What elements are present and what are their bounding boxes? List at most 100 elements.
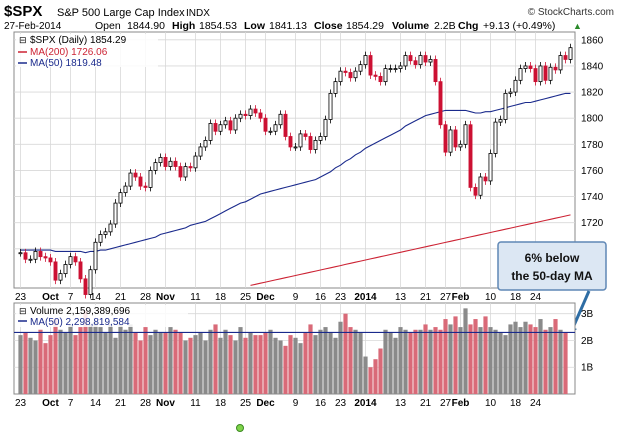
status-dot-icon xyxy=(236,424,244,432)
candle-body xyxy=(243,113,248,116)
price-panel xyxy=(13,31,576,289)
ma50-line xyxy=(20,92,571,254)
volume-x-tick-label: 21 xyxy=(115,398,127,409)
volume-bar xyxy=(243,337,248,394)
volume-x-tick-label: 10 xyxy=(485,398,497,409)
change-value: +9.13 (+0.49%) xyxy=(483,20,555,32)
volume-bar xyxy=(38,329,43,394)
volume-bar xyxy=(98,327,103,394)
volume-x-tick-label: 24 xyxy=(530,398,542,409)
price-x-axis: 23 Oct 7 14 21 28 Nov 11 18 25 Dec 9 16 23 2014 13 21 27 F… xyxy=(15,292,542,303)
candle-body xyxy=(533,68,538,83)
volume-bar xyxy=(143,327,148,394)
candle-body xyxy=(48,257,53,263)
change-up-arrow-icon: ▲ xyxy=(573,21,582,31)
volume-bar xyxy=(258,335,263,394)
candle-body xyxy=(308,136,313,150)
candle-body xyxy=(418,55,423,66)
low-value: 1841.13 xyxy=(269,20,307,32)
candle-body xyxy=(78,261,83,280)
volume-bar xyxy=(78,327,83,394)
volume-bar xyxy=(93,321,98,394)
price-tick-label: 1720 xyxy=(581,218,604,229)
candle-body xyxy=(438,81,443,126)
close-value: 1854.29 xyxy=(346,20,384,32)
candle-body xyxy=(28,258,33,261)
candle-body xyxy=(33,251,38,260)
candle-body xyxy=(58,273,63,281)
volume-bar xyxy=(253,335,258,394)
volume-bar xyxy=(313,335,318,394)
volume-bar xyxy=(543,329,548,394)
high-value: 1854.53 xyxy=(199,20,237,32)
volume-x-axis: 23 Oct 7 14 21 28 Nov 11 18 25 Dec 9 16 23 2014 13 21 27 F… xyxy=(15,398,542,409)
volume-bar xyxy=(508,324,513,394)
volume-bar xyxy=(498,332,503,394)
quote-line: Open 1844.90 High 1854.53 Low 1841.13 Cl… xyxy=(95,20,582,32)
candle-body xyxy=(503,92,508,120)
price-x-tick-label: 10 xyxy=(485,292,497,303)
volume-bar xyxy=(453,316,458,394)
candle-body xyxy=(323,119,328,137)
volume-bar xyxy=(88,324,93,394)
candle-body xyxy=(103,231,108,235)
volume-bar xyxy=(518,327,523,394)
volume-bar xyxy=(298,343,303,394)
volume-ma-legend-label: MA(50) 2,298,819,584 xyxy=(30,317,130,328)
volume-bar xyxy=(123,329,128,394)
price-tick-label: 1820 xyxy=(581,88,604,99)
candle-body xyxy=(18,252,23,255)
candle-body xyxy=(403,55,408,67)
ma200-legend-label: MA(200) 1726.06 xyxy=(30,47,108,58)
candle-body xyxy=(233,117,238,131)
volume-bar xyxy=(433,327,438,394)
candle-body xyxy=(258,112,263,119)
volume-bar xyxy=(533,327,538,394)
candle-body xyxy=(228,120,233,131)
volume-bar xyxy=(388,332,393,394)
candle-body xyxy=(443,124,448,153)
volume-bar xyxy=(33,340,38,394)
volume-bar xyxy=(43,343,48,394)
change-label: Chg xyxy=(458,20,478,32)
volume-bar xyxy=(268,329,273,394)
price-x-tick-label: 25 xyxy=(240,292,252,303)
candle-body xyxy=(558,55,563,71)
candle-body xyxy=(88,269,93,295)
open-value: 1844.90 xyxy=(127,20,165,32)
candle-body xyxy=(238,113,243,119)
candle-body xyxy=(193,155,198,169)
candle-body xyxy=(43,256,48,259)
candle-body xyxy=(63,264,68,275)
candle-body xyxy=(248,108,253,116)
candle-body xyxy=(368,55,373,76)
volume-bar xyxy=(83,311,88,394)
candle-body xyxy=(198,146,203,157)
volume-x-tick-label: 27 xyxy=(440,398,452,409)
candle-body xyxy=(388,68,393,70)
price-legend: ⊟ $SPX (Daily) 1854.29 MA(200) 1726.06 M… xyxy=(16,34,158,69)
volume-bar xyxy=(163,332,168,394)
candle-body xyxy=(203,140,208,148)
volume-x-tick-label: 25 xyxy=(240,398,252,409)
volume-bar xyxy=(553,319,558,394)
price-x-tick-label: 23 xyxy=(15,292,27,303)
price-x-tick-label: Feb xyxy=(452,292,470,303)
price-x-tick-label: 21 xyxy=(420,292,432,303)
candle-body xyxy=(38,251,43,258)
candle-body xyxy=(523,65,528,69)
price-x-tick-label: Dec xyxy=(256,292,275,303)
candle-body xyxy=(343,70,348,73)
candle-body xyxy=(163,156,168,167)
volume-bar xyxy=(513,321,518,394)
volume-bar xyxy=(158,332,163,394)
price-candles xyxy=(18,43,573,299)
candle-body xyxy=(428,59,433,63)
volume-legend-chart-icon: ⊟ xyxy=(19,306,27,316)
volume-x-tick-label: 11 xyxy=(190,398,201,409)
volume-bar xyxy=(113,337,118,394)
volume-bar xyxy=(53,319,58,394)
volume-bar xyxy=(523,321,528,394)
volume-bar xyxy=(403,329,408,394)
